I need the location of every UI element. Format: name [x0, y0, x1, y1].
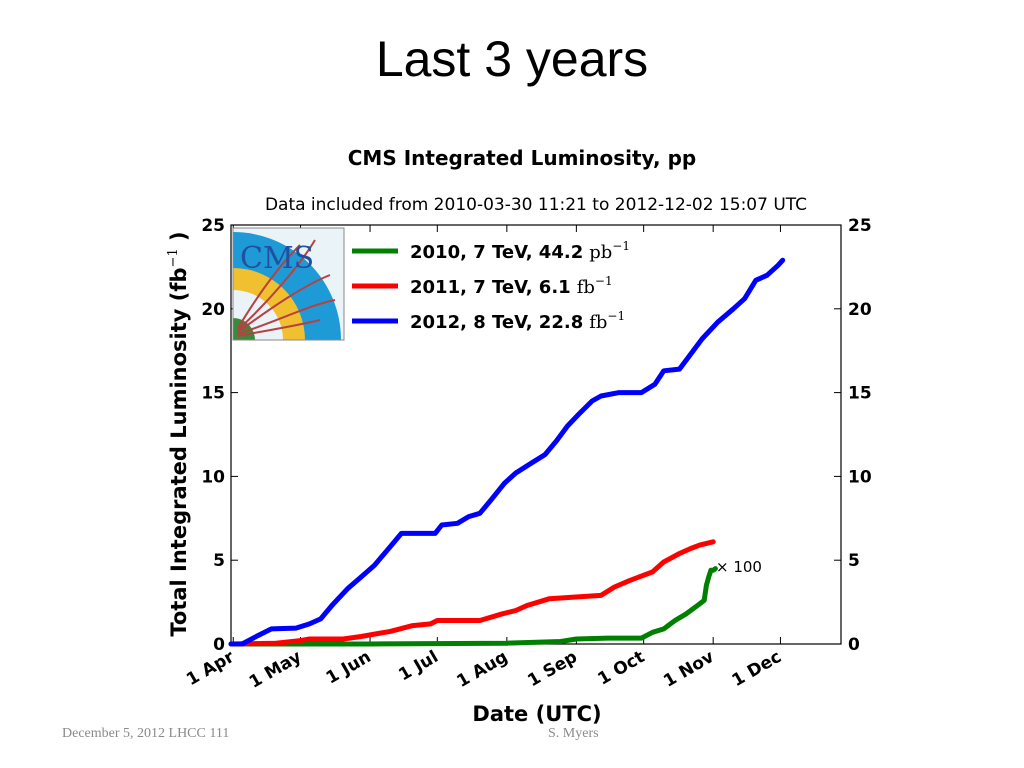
y-tick-label: 0	[213, 635, 225, 655]
x-tick-label: 1 Nov	[660, 647, 717, 692]
y-tick-label-right: 25	[848, 216, 872, 236]
y-axis-left: 0 5 10 15 20 25	[201, 216, 238, 655]
y-tick-label: 5	[213, 551, 225, 571]
y-tick-label-right: 15	[848, 384, 872, 404]
y-tick-label: 15	[201, 384, 225, 404]
x-tick-label: 1 Aug	[454, 647, 512, 692]
x-tick-label: 1 Jun	[323, 647, 375, 688]
series-line-1	[228, 539, 716, 647]
y-tick-label-right: 5	[848, 551, 860, 571]
legend-label-1: 2011, 7 TeV, 6.1 fb−1	[410, 274, 613, 298]
cms-logo: CMS	[232, 227, 345, 341]
x-tick-label: 1 Apr	[183, 647, 238, 690]
y-tick-label-right: 0	[848, 635, 860, 655]
x-tick-label: 1 Dec	[729, 647, 785, 691]
slide-title: Last 3 years	[375, 31, 649, 87]
x-tick-label: 1 May	[246, 647, 305, 693]
y-axis-label: Total Integrated Luminosity (fb−1 )	[166, 231, 191, 636]
series-lines	[228, 257, 786, 647]
x-tick-label: 1 Oct	[594, 647, 648, 690]
x-tick-label: 1 Jul	[395, 647, 441, 685]
y-tick-label: 25	[201, 216, 225, 236]
series-line-2	[228, 257, 786, 647]
y-tick-label-right: 10	[848, 467, 872, 487]
series-line-0	[228, 566, 718, 647]
chart-title: CMS Integrated Luminosity, pp	[348, 146, 697, 170]
cms-logo-text: CMS	[240, 241, 314, 276]
footer-author: S. Myers	[548, 726, 599, 741]
legend-label-2: 2012, 8 TeV, 22.8 fb−1	[410, 309, 625, 333]
chart-subtitle: Data included from 2010-03-30 11:21 to 2…	[265, 195, 807, 215]
y-tick-label-right: 20	[848, 300, 872, 320]
y-tick-label: 10	[201, 467, 225, 487]
legend-label-0: 2010, 7 TeV, 44.2 pb−1	[410, 239, 630, 263]
x-axis-label: Date (UTC)	[472, 702, 601, 726]
scale-annotation: × 100	[716, 558, 762, 576]
y-axis-right: 0 5 10 15 20 25	[834, 216, 872, 655]
footer-date: December 5, 2012 LHCC 111	[62, 726, 230, 741]
y-tick-label: 20	[201, 300, 225, 320]
x-tick-label: 1 Sep	[524, 647, 581, 691]
chart-legend: 2010, 7 TeV, 44.2 pb−1 2011, 7 TeV, 6.1 fb−…	[352, 239, 630, 333]
